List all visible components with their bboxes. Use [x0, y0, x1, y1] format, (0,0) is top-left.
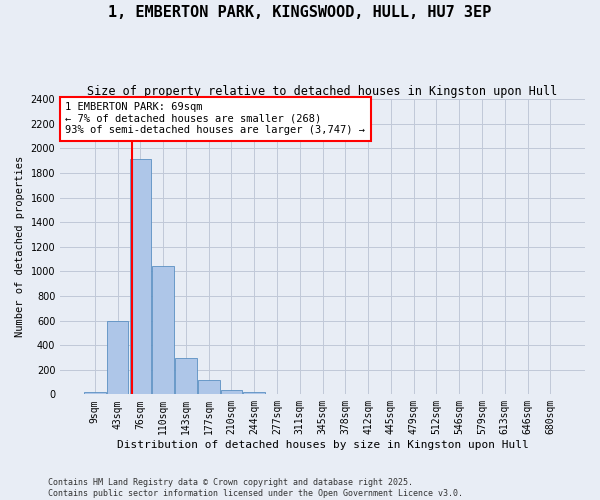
- Text: Contains HM Land Registry data © Crown copyright and database right 2025.
Contai: Contains HM Land Registry data © Crown c…: [48, 478, 463, 498]
- Bar: [130, 160, 151, 394]
- Bar: [107, 320, 128, 394]
- Bar: [198, 380, 220, 394]
- Text: 1, EMBERTON PARK, KINGSWOOD, HULL, HU7 3EP: 1, EMBERTON PARK, KINGSWOOD, HULL, HU7 3…: [109, 5, 491, 20]
- Bar: [84, 392, 106, 394]
- Title: Size of property relative to detached houses in Kingston upon Hull: Size of property relative to detached ho…: [88, 85, 558, 98]
- Bar: [175, 358, 197, 395]
- Y-axis label: Number of detached properties: Number of detached properties: [15, 156, 25, 338]
- Bar: [244, 392, 265, 394]
- Bar: [152, 266, 174, 394]
- X-axis label: Distribution of detached houses by size in Kingston upon Hull: Distribution of detached houses by size …: [117, 440, 529, 450]
- Text: 1 EMBERTON PARK: 69sqm
← 7% of detached houses are smaller (268)
93% of semi-det: 1 EMBERTON PARK: 69sqm ← 7% of detached …: [65, 102, 365, 136]
- Bar: [221, 390, 242, 394]
